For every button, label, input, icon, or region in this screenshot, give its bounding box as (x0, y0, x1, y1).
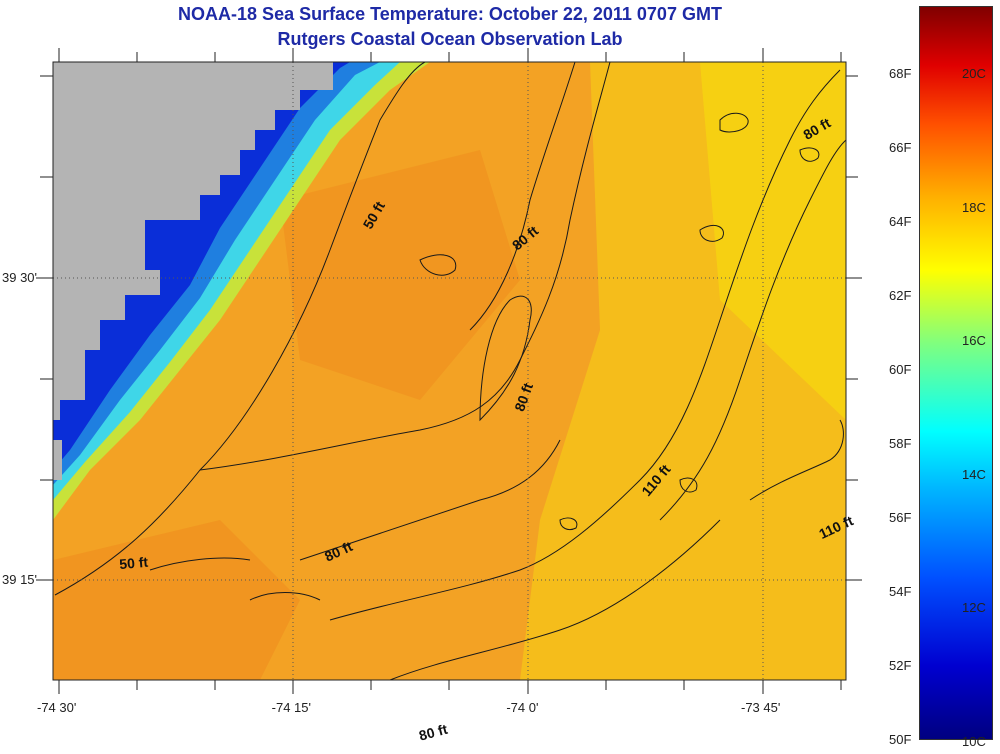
temperature-colorbar (919, 6, 993, 740)
colorbar-fahrenheit-label: 58F (889, 436, 912, 451)
land-area (53, 62, 333, 420)
latitude-label: 39 30' (2, 270, 38, 285)
longitude-label: -74 30' (37, 700, 77, 715)
colorbar-fahrenheit-label: 50F (889, 732, 912, 747)
colorbar-fahrenheit-label: 54F (889, 584, 912, 599)
colorbar-fahrenheit-label: 62F (889, 288, 912, 303)
orange-patch-south (53, 520, 300, 680)
warmest-water-patch (700, 62, 846, 420)
map-subtitle: Rutgers Coastal Ocean Observation Lab (277, 29, 623, 49)
contour-depth-label: 80 ft (417, 721, 449, 744)
longitude-label: -74 15' (271, 700, 311, 715)
colorbar-celsius-label: 10C (962, 733, 986, 749)
colorbar-celsius-label: 18C (962, 199, 986, 215)
depth-contours (54, 61, 847, 681)
latitude-label: 39 15' (2, 572, 38, 587)
cool-orange-patch (280, 150, 520, 400)
graticule (53, 62, 846, 680)
axis-ticks (36, 48, 862, 694)
colorbar-celsius-label: 14C (962, 466, 986, 482)
land-sliver (53, 420, 62, 480)
colorbar-fahrenheit-label: 60F (889, 362, 912, 377)
colorbar-fahrenheit-label: 64F (889, 214, 912, 229)
longitude-label: -73 45' (741, 700, 781, 715)
colorbar-celsius-label: 20C (962, 66, 986, 81)
colorbar-fahrenheit-label: 66F (889, 140, 912, 155)
colorbar-fahrenheit-label: 52F (889, 658, 912, 673)
colorbar-celsius-label: 12C (962, 600, 986, 615)
map-title: NOAA-18 Sea Surface Temperature: October… (178, 4, 722, 24)
colorbar-celsius-label: 16C (962, 333, 986, 348)
colorbar-fahrenheit-label: 56F (889, 510, 912, 525)
colorbar-fahrenheit-label: 68F (889, 66, 912, 81)
longitude-label: -74 0' (506, 700, 539, 715)
contour-depth-label: 50 ft (119, 554, 149, 572)
